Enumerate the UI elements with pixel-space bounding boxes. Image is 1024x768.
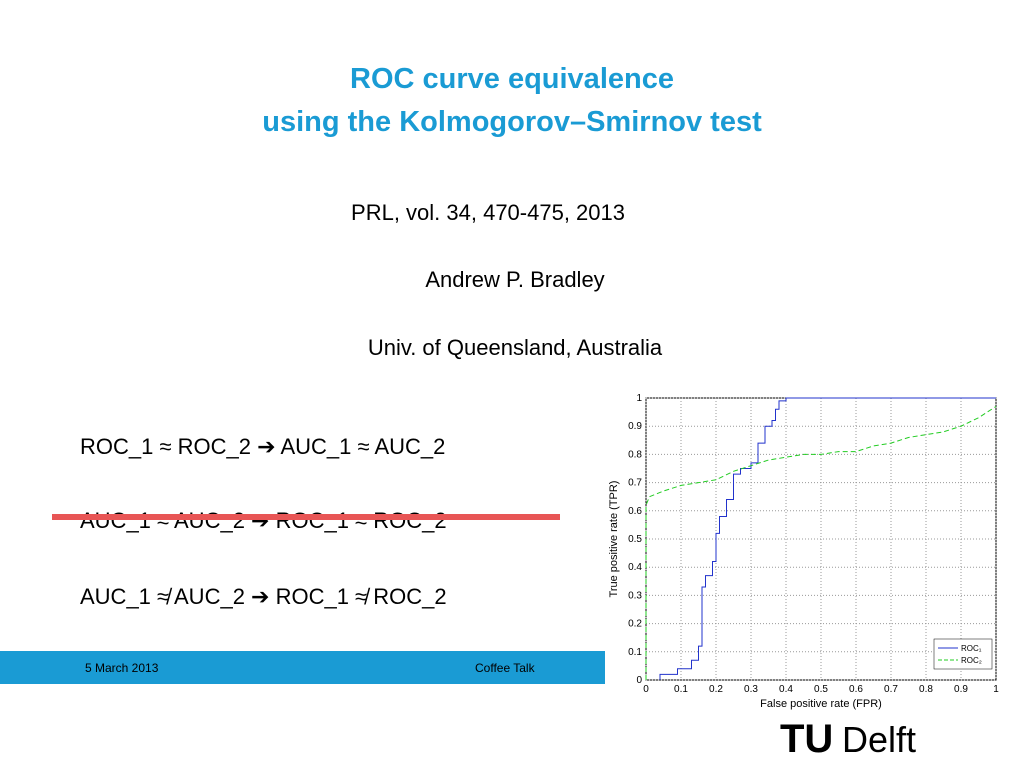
series-line [659, 397, 996, 680]
x-tick-label: 0.1 [674, 684, 688, 695]
statement: AUC_1 ≉ AUC_2 ➔ ROC_1 ≉ ROC_2 [80, 584, 447, 609]
y-tick-label: 0.1 [628, 647, 642, 658]
statement: ROC_1 ≈ ROC_2 ➔ AUC_1 ≈ AUC_2 [80, 434, 445, 459]
x-tick-label: 1 [993, 684, 999, 695]
x-tick-label: 0.4 [779, 684, 793, 695]
x-tick-label: 0.5 [814, 684, 828, 695]
series-line [645, 406, 997, 680]
legend-label: ROC₁ [961, 644, 982, 653]
y-axis-label: True positive rate (TPR) [608, 481, 620, 598]
footer-date: 5 March 2013 [85, 661, 159, 675]
x-axis-label: False positive rate (FPR) [760, 698, 882, 710]
x-tick-label: 0 [643, 684, 649, 695]
y-tick-label: 0.9 [628, 421, 642, 432]
statement: AUC_1 ≈ AUC_2 ➔ ROC_1 ≈ ROC_2 [80, 508, 447, 533]
y-tick-label: 0.4 [628, 562, 642, 573]
y-tick-label: 0.3 [628, 590, 642, 601]
y-tick-label: 0.6 [628, 506, 642, 517]
legend-box [933, 638, 993, 670]
reference: PRL, vol. 34, 470-475, 2013 [351, 200, 625, 225]
legend-label: ROC₂ [961, 656, 982, 665]
y-tick-label: 0 [636, 675, 642, 686]
roc-chart: 0 0.1 0.2 0.3 0.4 0.5 0.6 0.7 0.8 0.9 1 0 0.1 0.2 0.3 0… [608, 393, 999, 710]
x-tick-label: 0.6 [849, 684, 863, 695]
title-line: ROC curve equivalence [350, 63, 674, 95]
x-tick-label: 0.2 [709, 684, 723, 695]
logo-delft: Delft [842, 719, 916, 760]
x-tick-label: 0.9 [954, 684, 968, 695]
affiliation: Univ. of Queensland, Australia [368, 335, 663, 360]
footer-title: Coffee Talk [475, 661, 536, 675]
y-tick-label: 0.7 [628, 478, 642, 489]
logo-tu: TU [780, 717, 833, 761]
x-tick-label: 0.3 [744, 684, 758, 695]
y-tick-label: 0.5 [628, 534, 642, 545]
footer-bar [0, 651, 605, 684]
title-line: using the Kolmogorov–Smirnov test [262, 106, 762, 138]
x-tick-label: 0.8 [919, 684, 933, 695]
author: Andrew P. Bradley [425, 267, 604, 292]
y-tick-label: 1 [636, 393, 642, 404]
y-tick-label: 0.8 [628, 449, 642, 460]
x-tick-label: 0.7 [884, 684, 898, 695]
y-tick-label: 0.2 [628, 619, 642, 630]
